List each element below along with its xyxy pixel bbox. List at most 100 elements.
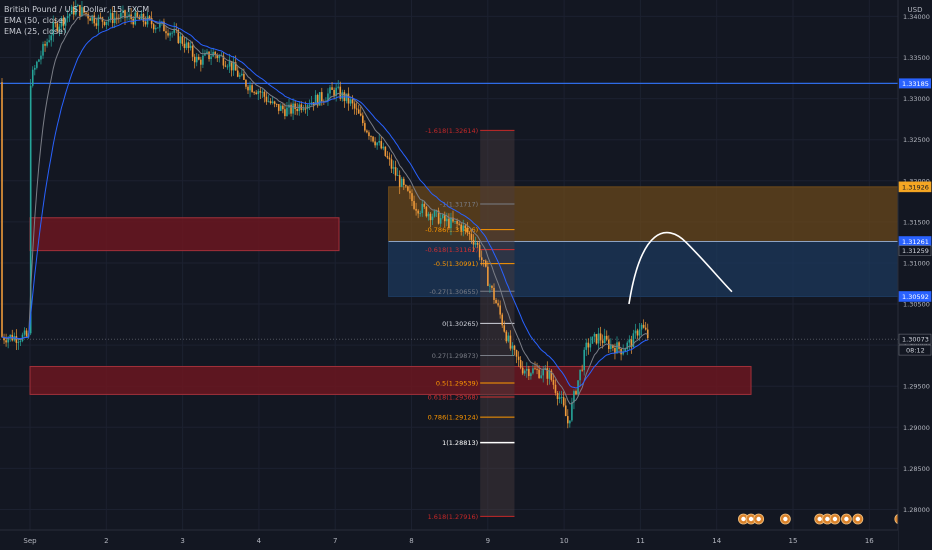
legend-ema50[interactable]: EMA (50, close) <box>4 16 67 25</box>
candle-down <box>601 340 604 344</box>
candle-down <box>259 91 262 93</box>
event-marker-icon[interactable] <box>852 513 864 525</box>
candle-down <box>351 99 354 104</box>
event-marker-icon[interactable] <box>779 513 791 525</box>
price-tag-bg <box>898 333 932 345</box>
candle-down <box>528 368 530 377</box>
event-marker-icon[interactable] <box>829 513 841 525</box>
price-tag-bg <box>899 78 931 89</box>
legend-symbol[interactable]: British Pound / U.S. Dollar, 15, FXCM <box>4 5 150 14</box>
candle-up <box>530 373 532 377</box>
candle-down <box>148 16 151 19</box>
candle-down <box>304 108 307 110</box>
candle-down <box>612 344 614 348</box>
candle-up <box>58 26 61 32</box>
candle-down <box>620 348 622 355</box>
candle-up <box>292 103 294 114</box>
price-tag-text: 1.31926 <box>902 183 929 191</box>
fib-label: 1(1.28813) <box>442 439 478 447</box>
candle-up <box>128 14 130 17</box>
candle-down <box>409 190 411 194</box>
candle-down <box>247 86 249 91</box>
candle-down <box>85 12 87 14</box>
event-marker-icon[interactable] <box>814 513 826 525</box>
candle-down <box>398 175 401 187</box>
candle-up <box>634 330 637 334</box>
candle-down <box>519 359 522 368</box>
candle-down <box>230 60 233 71</box>
candle-down <box>567 416 569 424</box>
candle-down <box>595 334 598 344</box>
candle-down <box>138 16 141 20</box>
candle-down <box>513 345 516 351</box>
candle-up <box>157 27 159 29</box>
candle-down <box>614 347 616 354</box>
candle-up <box>257 91 260 95</box>
time-tick: 16 <box>865 537 874 545</box>
time-tick: 4 <box>257 537 262 545</box>
candle-down <box>118 17 120 19</box>
candle-down <box>79 4 81 16</box>
candle-up <box>228 60 231 67</box>
candle-down <box>93 15 96 24</box>
event-marker-dot <box>817 516 822 522</box>
candle-up <box>593 334 596 337</box>
candle-down <box>636 330 639 336</box>
candle-down <box>357 109 360 114</box>
candle-up <box>75 6 77 15</box>
candle-up <box>526 368 528 371</box>
candle-up <box>571 402 573 421</box>
legend-ema25[interactable]: EMA (25, close) <box>4 27 67 36</box>
candle-down <box>273 101 276 104</box>
candle-up <box>532 368 534 374</box>
candle-down <box>83 7 85 13</box>
candle-down <box>460 224 462 231</box>
price-tag-text: 1.33185 <box>902 80 929 88</box>
candle-up <box>171 32 173 34</box>
price-tag-text: 1.30073 <box>902 336 929 344</box>
candle-down <box>321 92 323 102</box>
candle-down <box>251 85 253 93</box>
candle-up <box>327 93 329 101</box>
candle-up <box>48 40 50 42</box>
candle-down <box>282 105 284 110</box>
candle-down <box>425 206 428 217</box>
candle-down <box>214 51 216 56</box>
candle-up <box>431 216 434 221</box>
candle-up <box>376 142 378 146</box>
candle-down <box>482 260 485 261</box>
candle-up <box>439 218 442 224</box>
candle-up <box>267 101 270 103</box>
candle-down <box>386 155 389 158</box>
candle-up <box>308 104 311 106</box>
candle-up <box>345 93 348 102</box>
candle-up <box>204 53 206 56</box>
candle-down <box>550 370 553 380</box>
fib-label: -0.618(1.31162) <box>425 246 478 254</box>
candle-down <box>388 157 391 160</box>
event-marker-icon[interactable] <box>841 513 852 525</box>
candle-up <box>585 342 588 350</box>
candle-up <box>60 17 63 27</box>
price-tick: 1.30500 <box>903 301 930 309</box>
event-marker-dot <box>783 516 788 522</box>
forecast-arc <box>628 231 733 305</box>
candle-down <box>536 369 538 370</box>
candle-down <box>72 6 75 15</box>
candle-down <box>316 94 319 106</box>
candle-down <box>245 79 247 87</box>
event-marker-icon[interactable] <box>738 513 749 525</box>
candle-down <box>491 285 493 288</box>
event-marker-icon[interactable] <box>753 513 765 525</box>
candle-up <box>91 15 93 21</box>
price-tick: 1.29500 <box>903 383 930 391</box>
candle-down <box>605 335 608 340</box>
candle-up <box>220 55 223 57</box>
forecast-curve <box>628 231 733 305</box>
candle-down <box>646 329 649 338</box>
candle-up <box>286 107 288 117</box>
candle-down <box>353 103 356 109</box>
candle-up <box>173 29 175 33</box>
candle-up <box>120 12 122 19</box>
